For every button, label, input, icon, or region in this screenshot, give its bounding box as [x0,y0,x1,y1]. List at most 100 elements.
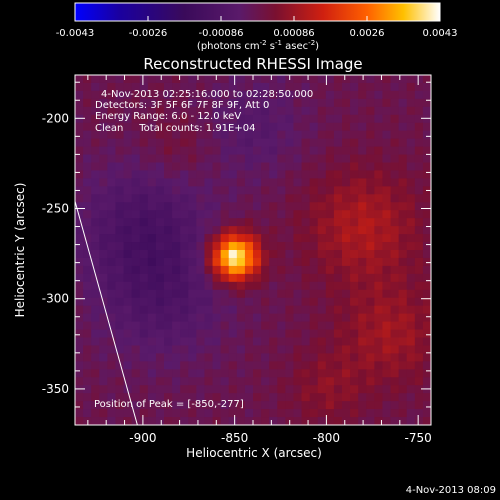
heatmap-cell [374,218,384,227]
heatmap-cell [309,106,319,116]
heatmap-cell [269,178,278,187]
heatmap-cell [83,162,92,172]
heatmap-cell [83,178,92,187]
heatmap-cell [285,130,295,140]
heatmap-cell [107,242,117,251]
heatmap-cell [91,401,100,410]
heatmap-cell [115,353,125,362]
heatmap-cell [358,106,367,116]
heatmap-cell [99,75,108,84]
heatmap-cell [309,90,319,100]
heatmap-cell [91,409,100,418]
heatmap-cell [204,353,214,362]
heatmap-cell [172,305,181,315]
heatmap-cell [188,130,197,140]
heatmap-cell [390,353,400,362]
heatmap-cell [398,257,408,267]
heatmap-cell [147,393,157,402]
heatmap-cell [269,385,278,394]
heatmap-cell [317,218,327,227]
heatmap-cell [309,289,319,299]
heatmap-cell [406,409,416,418]
heatmap-cell [390,75,400,84]
heatmap-cell [172,377,181,386]
heatmap-cell [228,186,238,195]
heatmap-cell [382,385,392,394]
heatmap-cell [406,242,416,251]
heatmap-cell [196,130,206,140]
heatmap-cell [374,329,384,339]
heatmap-cell [277,289,286,299]
heatmap-cell [398,377,408,386]
heatmap-cell [91,226,100,235]
heatmap-area [75,75,431,425]
heatmap-cell [277,114,286,124]
heatmap-cell [261,82,270,92]
heatmap-cell [123,305,133,315]
heatmap-cell [398,154,408,164]
heatmap-cell [358,417,367,425]
heatmap-cell [293,90,303,100]
heatmap-cell [390,313,400,323]
heatmap-cell [293,369,303,378]
heatmap-cell [147,242,157,251]
heatmap-cell [107,281,117,291]
heatmap-cell [107,202,117,211]
heatmap-cell [83,385,92,394]
heatmap-cell [253,178,262,187]
heatmap-cell [333,242,343,251]
heatmap-cell [253,353,262,362]
heatmap-cell [374,361,384,370]
heatmap-cell [414,313,424,323]
heatmap-cell [293,138,303,148]
heatmap-cell [301,122,311,132]
heatmap-cell [107,273,117,283]
heatmap-cell [212,226,222,235]
heatmap-cell [131,257,141,267]
heatmap-cell [139,297,149,307]
heatmap-cell [358,170,367,179]
heatmap-cell [277,257,286,267]
heatmap-cell [350,250,359,259]
heatmap-cell [155,377,165,386]
heatmap-cell [147,130,157,140]
heatmap-cell [422,409,431,418]
heatmap-cell [422,289,431,299]
heatmap-cell [390,154,400,164]
heatmap-cell [406,170,416,179]
heatmap-cell [131,98,141,108]
heatmap-cell [107,90,117,100]
heatmap-cell [293,385,303,394]
heatmap-cell [83,186,92,195]
heatmap-cell [350,226,359,235]
heatmap-cell [285,257,295,267]
heatmap-cell [374,202,384,211]
heatmap-cell [212,242,222,251]
heatmap-cell [301,82,311,92]
heatmap-cell [293,265,303,275]
heatmap-cell [293,393,303,402]
heatmap-cell [261,257,270,267]
heatmap-cell [147,377,157,386]
heatmap-cell [390,146,400,156]
heatmap-cell [382,226,392,235]
heatmap-cell [277,377,286,386]
heatmap-cell [325,194,335,203]
heatmap-cell [188,226,197,235]
heatmap-cell [75,154,84,164]
heatmap-cell [374,234,384,243]
heatmap-cell [342,257,351,267]
heatmap-cell [155,138,165,148]
heatmap-cell [253,98,262,108]
heatmap-cell [358,210,367,219]
heatmap-cell [382,194,392,203]
annotation-peak-position: Position of Peak = [-850,-277] [94,399,244,410]
heatmap-cell [204,90,214,100]
heatmap-cell [220,194,230,203]
heatmap-cell [99,250,108,259]
heatmap-cell [398,417,408,425]
heatmap-cell [75,226,84,235]
heatmap-cell [99,289,108,299]
heatmap-cell [172,409,181,418]
heatmap-cell [422,82,431,92]
